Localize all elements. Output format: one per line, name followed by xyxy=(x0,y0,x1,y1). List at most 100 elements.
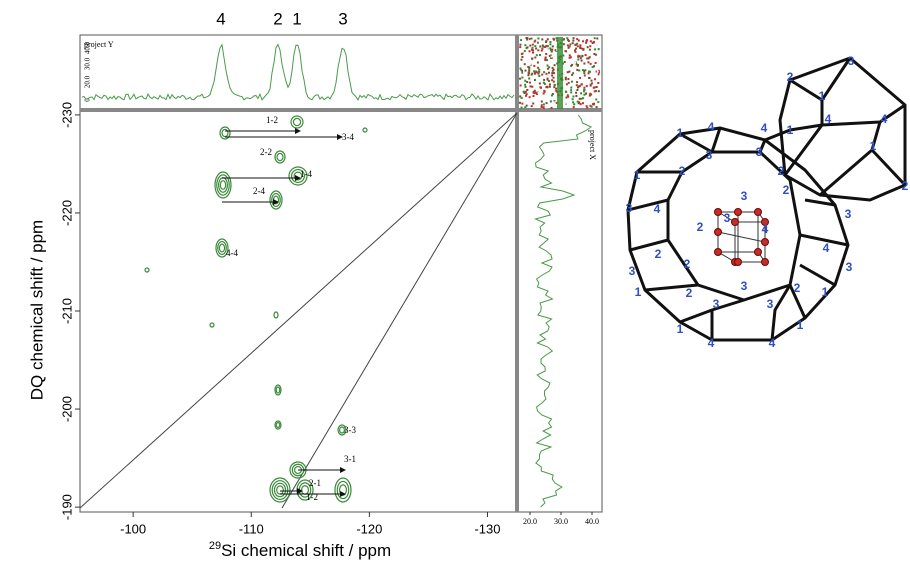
noise xyxy=(568,82,570,84)
noise xyxy=(535,48,537,50)
site-label: 3 xyxy=(845,207,852,221)
noise xyxy=(539,51,541,53)
noise xyxy=(534,79,536,81)
noise xyxy=(549,74,551,76)
noise xyxy=(543,71,545,73)
noise xyxy=(589,59,591,61)
noise xyxy=(543,103,545,105)
noise xyxy=(564,61,566,63)
noise xyxy=(583,38,585,40)
contour xyxy=(293,118,300,125)
noise xyxy=(571,64,573,66)
noise xyxy=(553,86,555,88)
projection-tick-label: 20.0 xyxy=(84,75,92,88)
contour xyxy=(277,153,283,160)
cross-peak-label: 2-4 xyxy=(253,186,265,196)
site-label: 4 xyxy=(769,336,776,350)
noise xyxy=(521,103,523,105)
noise xyxy=(521,77,523,79)
noise xyxy=(524,80,526,82)
site-label: 4 xyxy=(654,202,661,216)
site-label: 4 xyxy=(762,222,769,236)
noise xyxy=(531,58,533,60)
figure: project Y project X 29Si chemical shift … xyxy=(0,0,910,572)
y-tick-label: -210 xyxy=(59,298,74,324)
peak-label: 1 xyxy=(292,9,301,28)
noise xyxy=(524,44,526,46)
noise xyxy=(583,72,585,74)
noise xyxy=(541,106,543,108)
atom xyxy=(715,229,722,236)
noise xyxy=(572,42,574,44)
site-label: 2 xyxy=(697,220,704,234)
contour xyxy=(276,387,280,393)
noise xyxy=(585,93,587,95)
noise xyxy=(577,64,579,66)
cross-peak-label: 3-3 xyxy=(344,425,356,435)
noise xyxy=(531,101,533,103)
noise xyxy=(574,62,576,64)
projection-tick-label: 30.0 xyxy=(84,57,92,70)
noise xyxy=(592,98,594,100)
atom xyxy=(735,209,742,216)
noise xyxy=(543,93,545,95)
site-label: 2 xyxy=(794,281,801,295)
noise xyxy=(598,95,600,97)
noise xyxy=(578,70,580,72)
noise xyxy=(551,56,553,58)
noise xyxy=(580,83,582,85)
noise xyxy=(584,45,586,47)
noise xyxy=(575,92,577,94)
noise xyxy=(594,46,596,48)
noise xyxy=(531,38,533,40)
noise xyxy=(547,45,549,47)
noise xyxy=(547,79,549,81)
noise xyxy=(530,85,532,87)
projection-tick-label: 40.0 xyxy=(585,517,599,526)
noise xyxy=(527,43,529,45)
peak-label: 2 xyxy=(273,9,282,28)
noise xyxy=(551,75,553,77)
noise xyxy=(578,85,580,87)
noise xyxy=(576,78,578,80)
noise xyxy=(597,50,599,52)
site-label: 4 xyxy=(708,120,715,134)
noise xyxy=(519,95,521,97)
noise xyxy=(530,63,532,65)
noise xyxy=(528,91,530,93)
noise xyxy=(593,41,595,43)
noise xyxy=(567,44,569,46)
noise xyxy=(521,107,523,109)
site-label: 1 xyxy=(797,318,804,332)
atom xyxy=(762,259,769,266)
site-label: 1 xyxy=(870,139,877,153)
noise xyxy=(584,74,586,76)
noise-band xyxy=(557,37,563,109)
noise xyxy=(537,49,539,51)
noise xyxy=(566,83,568,85)
noise xyxy=(565,91,567,93)
noise xyxy=(546,59,548,61)
noise xyxy=(581,60,583,62)
noise xyxy=(583,48,585,50)
x-axis-label: 29Si chemical shift / ppm xyxy=(209,540,391,561)
noise xyxy=(531,105,533,107)
noise xyxy=(589,77,591,79)
noise xyxy=(572,96,574,98)
site-label: 1 xyxy=(635,285,642,299)
peak-label: 4 xyxy=(216,9,225,28)
site-label: 3 xyxy=(767,297,774,311)
site-label: 1 xyxy=(677,126,684,140)
noise xyxy=(567,78,569,80)
noise xyxy=(549,83,551,85)
noise xyxy=(519,78,521,80)
site-label: 3 xyxy=(741,189,748,203)
atom xyxy=(732,219,739,226)
noise xyxy=(539,46,541,48)
noise xyxy=(585,54,587,56)
contour xyxy=(277,486,284,494)
noise xyxy=(529,50,531,52)
diagonal xyxy=(282,113,517,508)
noise xyxy=(594,48,596,50)
y-tick-label: -190 xyxy=(59,494,74,520)
